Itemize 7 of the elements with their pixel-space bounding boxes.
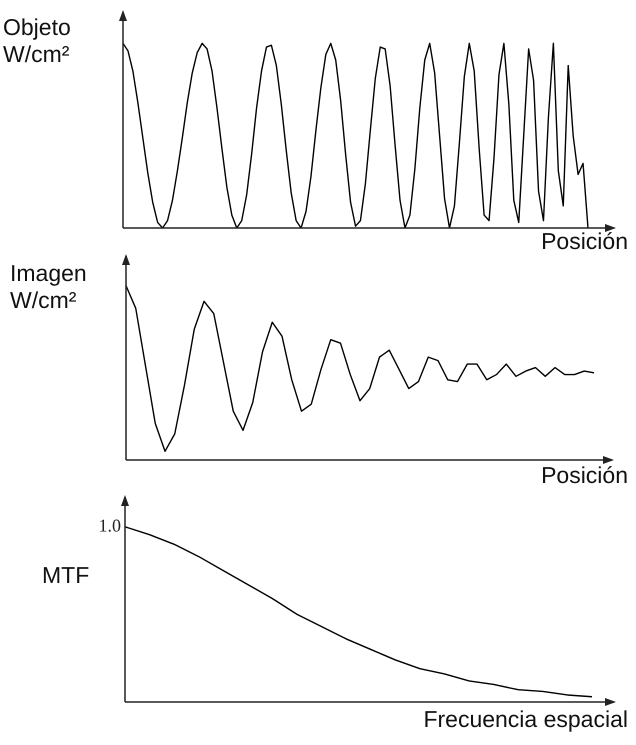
y-axis-title: Imagen W/cm² <box>10 260 87 314</box>
x-axis-title: Posición <box>541 228 628 255</box>
x-axis-title: Frecuencia espacial <box>423 706 628 733</box>
x-axis-title: Posición <box>541 462 628 489</box>
text: 1.0 <box>98 516 121 536</box>
y-axis-title: MTF <box>42 562 90 589</box>
y-axis-title: Objeto W/cm² <box>3 14 71 68</box>
